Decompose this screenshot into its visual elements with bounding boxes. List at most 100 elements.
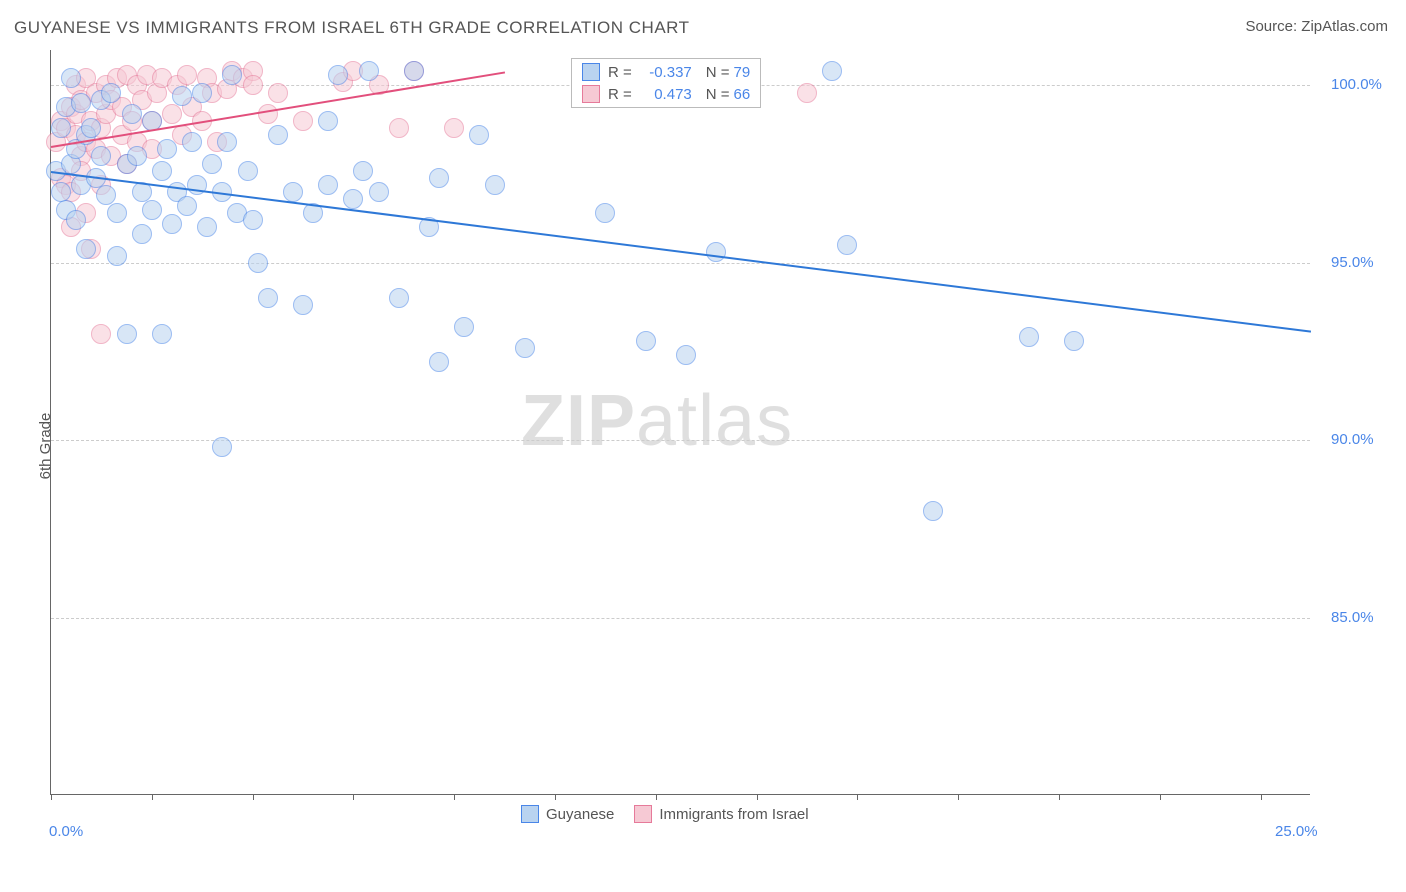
data-point-guyanese [238, 161, 258, 181]
data-point-guyanese [192, 83, 212, 103]
data-point-guyanese [268, 125, 288, 145]
data-point-guyanese [404, 61, 424, 81]
stats-row-guyanese: R = -0.337N = 79 [572, 61, 760, 83]
data-point-guyanese [101, 83, 121, 103]
legend-item-israel: Immigrants from Israel [634, 805, 808, 823]
x-tick [152, 794, 153, 800]
data-point-guyanese [91, 146, 111, 166]
data-point-israel [293, 111, 313, 131]
legend-label-israel: Immigrants from Israel [659, 806, 808, 823]
data-point-israel [444, 118, 464, 138]
data-point-guyanese [197, 217, 217, 237]
data-point-guyanese [258, 288, 278, 308]
data-point-guyanese [429, 352, 449, 372]
data-point-guyanese [107, 203, 127, 223]
data-point-israel [268, 83, 288, 103]
data-point-guyanese [923, 501, 943, 521]
data-point-guyanese [127, 146, 147, 166]
data-point-guyanese [837, 235, 857, 255]
data-point-guyanese [81, 118, 101, 138]
data-point-guyanese [485, 175, 505, 195]
x-tick [51, 794, 52, 800]
chart-container: GUYANESE VS IMMIGRANTS FROM ISRAEL 6TH G… [0, 0, 1406, 892]
x-tick [757, 794, 758, 800]
stats-n-value: 79 [734, 64, 751, 81]
y-tick-label: 85.0% [1331, 609, 1374, 626]
data-point-guyanese [76, 239, 96, 259]
legend-swatch-guyanese [521, 805, 539, 823]
data-point-guyanese [248, 253, 268, 273]
x-tick [656, 794, 657, 800]
data-point-israel [258, 104, 278, 124]
y-gridline [51, 618, 1310, 619]
stats-r-label: R = [608, 64, 632, 81]
data-point-guyanese [51, 118, 71, 138]
data-point-israel [389, 118, 409, 138]
data-point-guyanese [212, 437, 232, 457]
data-point-guyanese [172, 86, 192, 106]
data-point-guyanese [454, 317, 474, 337]
data-point-guyanese [122, 104, 142, 124]
data-point-guyanese [142, 200, 162, 220]
data-point-guyanese [243, 210, 263, 230]
data-point-guyanese [515, 338, 535, 358]
stats-swatch-israel [582, 85, 600, 103]
data-point-israel [177, 65, 197, 85]
data-point-guyanese [152, 161, 172, 181]
data-point-guyanese [595, 203, 615, 223]
data-point-guyanese [1019, 327, 1039, 347]
y-tick-label: 100.0% [1331, 76, 1382, 93]
data-point-guyanese [117, 324, 137, 344]
stats-n-label: N = [706, 86, 730, 103]
data-point-guyanese [822, 61, 842, 81]
data-point-guyanese [182, 132, 202, 152]
data-point-guyanese [293, 295, 313, 315]
y-gridline [51, 440, 1310, 441]
stats-r-label: R = [608, 86, 632, 103]
data-point-guyanese [66, 210, 86, 230]
x-tick [253, 794, 254, 800]
data-point-guyanese [676, 345, 696, 365]
watermark-light: atlas [636, 381, 793, 461]
y-tick-label: 90.0% [1331, 431, 1374, 448]
data-point-israel [91, 324, 111, 344]
plot-area: ZIPatlas 100.0%95.0%90.0%85.0%0.0%25.0%R… [50, 50, 1310, 795]
data-point-guyanese [359, 61, 379, 81]
stats-r-value: 0.473 [636, 86, 692, 103]
chart-source: Source: ZipAtlas.com [1245, 18, 1388, 35]
x-tick [555, 794, 556, 800]
data-point-guyanese [343, 189, 363, 209]
data-point-guyanese [636, 331, 656, 351]
stats-swatch-guyanese [582, 63, 600, 81]
stats-n-value: 66 [734, 86, 751, 103]
data-point-guyanese [318, 111, 338, 131]
data-point-israel [243, 75, 263, 95]
y-gridline [51, 263, 1310, 264]
legend-label-guyanese: Guyanese [546, 806, 614, 823]
data-point-guyanese [162, 214, 182, 234]
data-point-guyanese [283, 182, 303, 202]
stats-n-label: N = [706, 64, 730, 81]
data-point-guyanese [318, 175, 338, 195]
stats-box: R = -0.337N = 79R = 0.473N = 66 [571, 58, 761, 108]
data-point-guyanese [469, 125, 489, 145]
data-point-guyanese [107, 246, 127, 266]
data-point-guyanese [71, 93, 91, 113]
data-point-guyanese [353, 161, 373, 181]
data-point-guyanese [369, 182, 389, 202]
data-point-guyanese [202, 154, 222, 174]
data-point-guyanese [61, 68, 81, 88]
y-tick-label: 95.0% [1331, 254, 1374, 271]
data-point-guyanese [177, 196, 197, 216]
legend-item-guyanese: Guyanese [521, 805, 614, 823]
x-tick [454, 794, 455, 800]
chart-title: GUYANESE VS IMMIGRANTS FROM ISRAEL 6TH G… [14, 18, 690, 38]
data-point-guyanese [157, 139, 177, 159]
data-point-guyanese [217, 132, 237, 152]
data-point-guyanese [328, 65, 348, 85]
data-point-guyanese [429, 168, 449, 188]
x-tick [1059, 794, 1060, 800]
x-tick [353, 794, 354, 800]
x-tick [1261, 794, 1262, 800]
watermark-bold: ZIP [521, 381, 636, 461]
